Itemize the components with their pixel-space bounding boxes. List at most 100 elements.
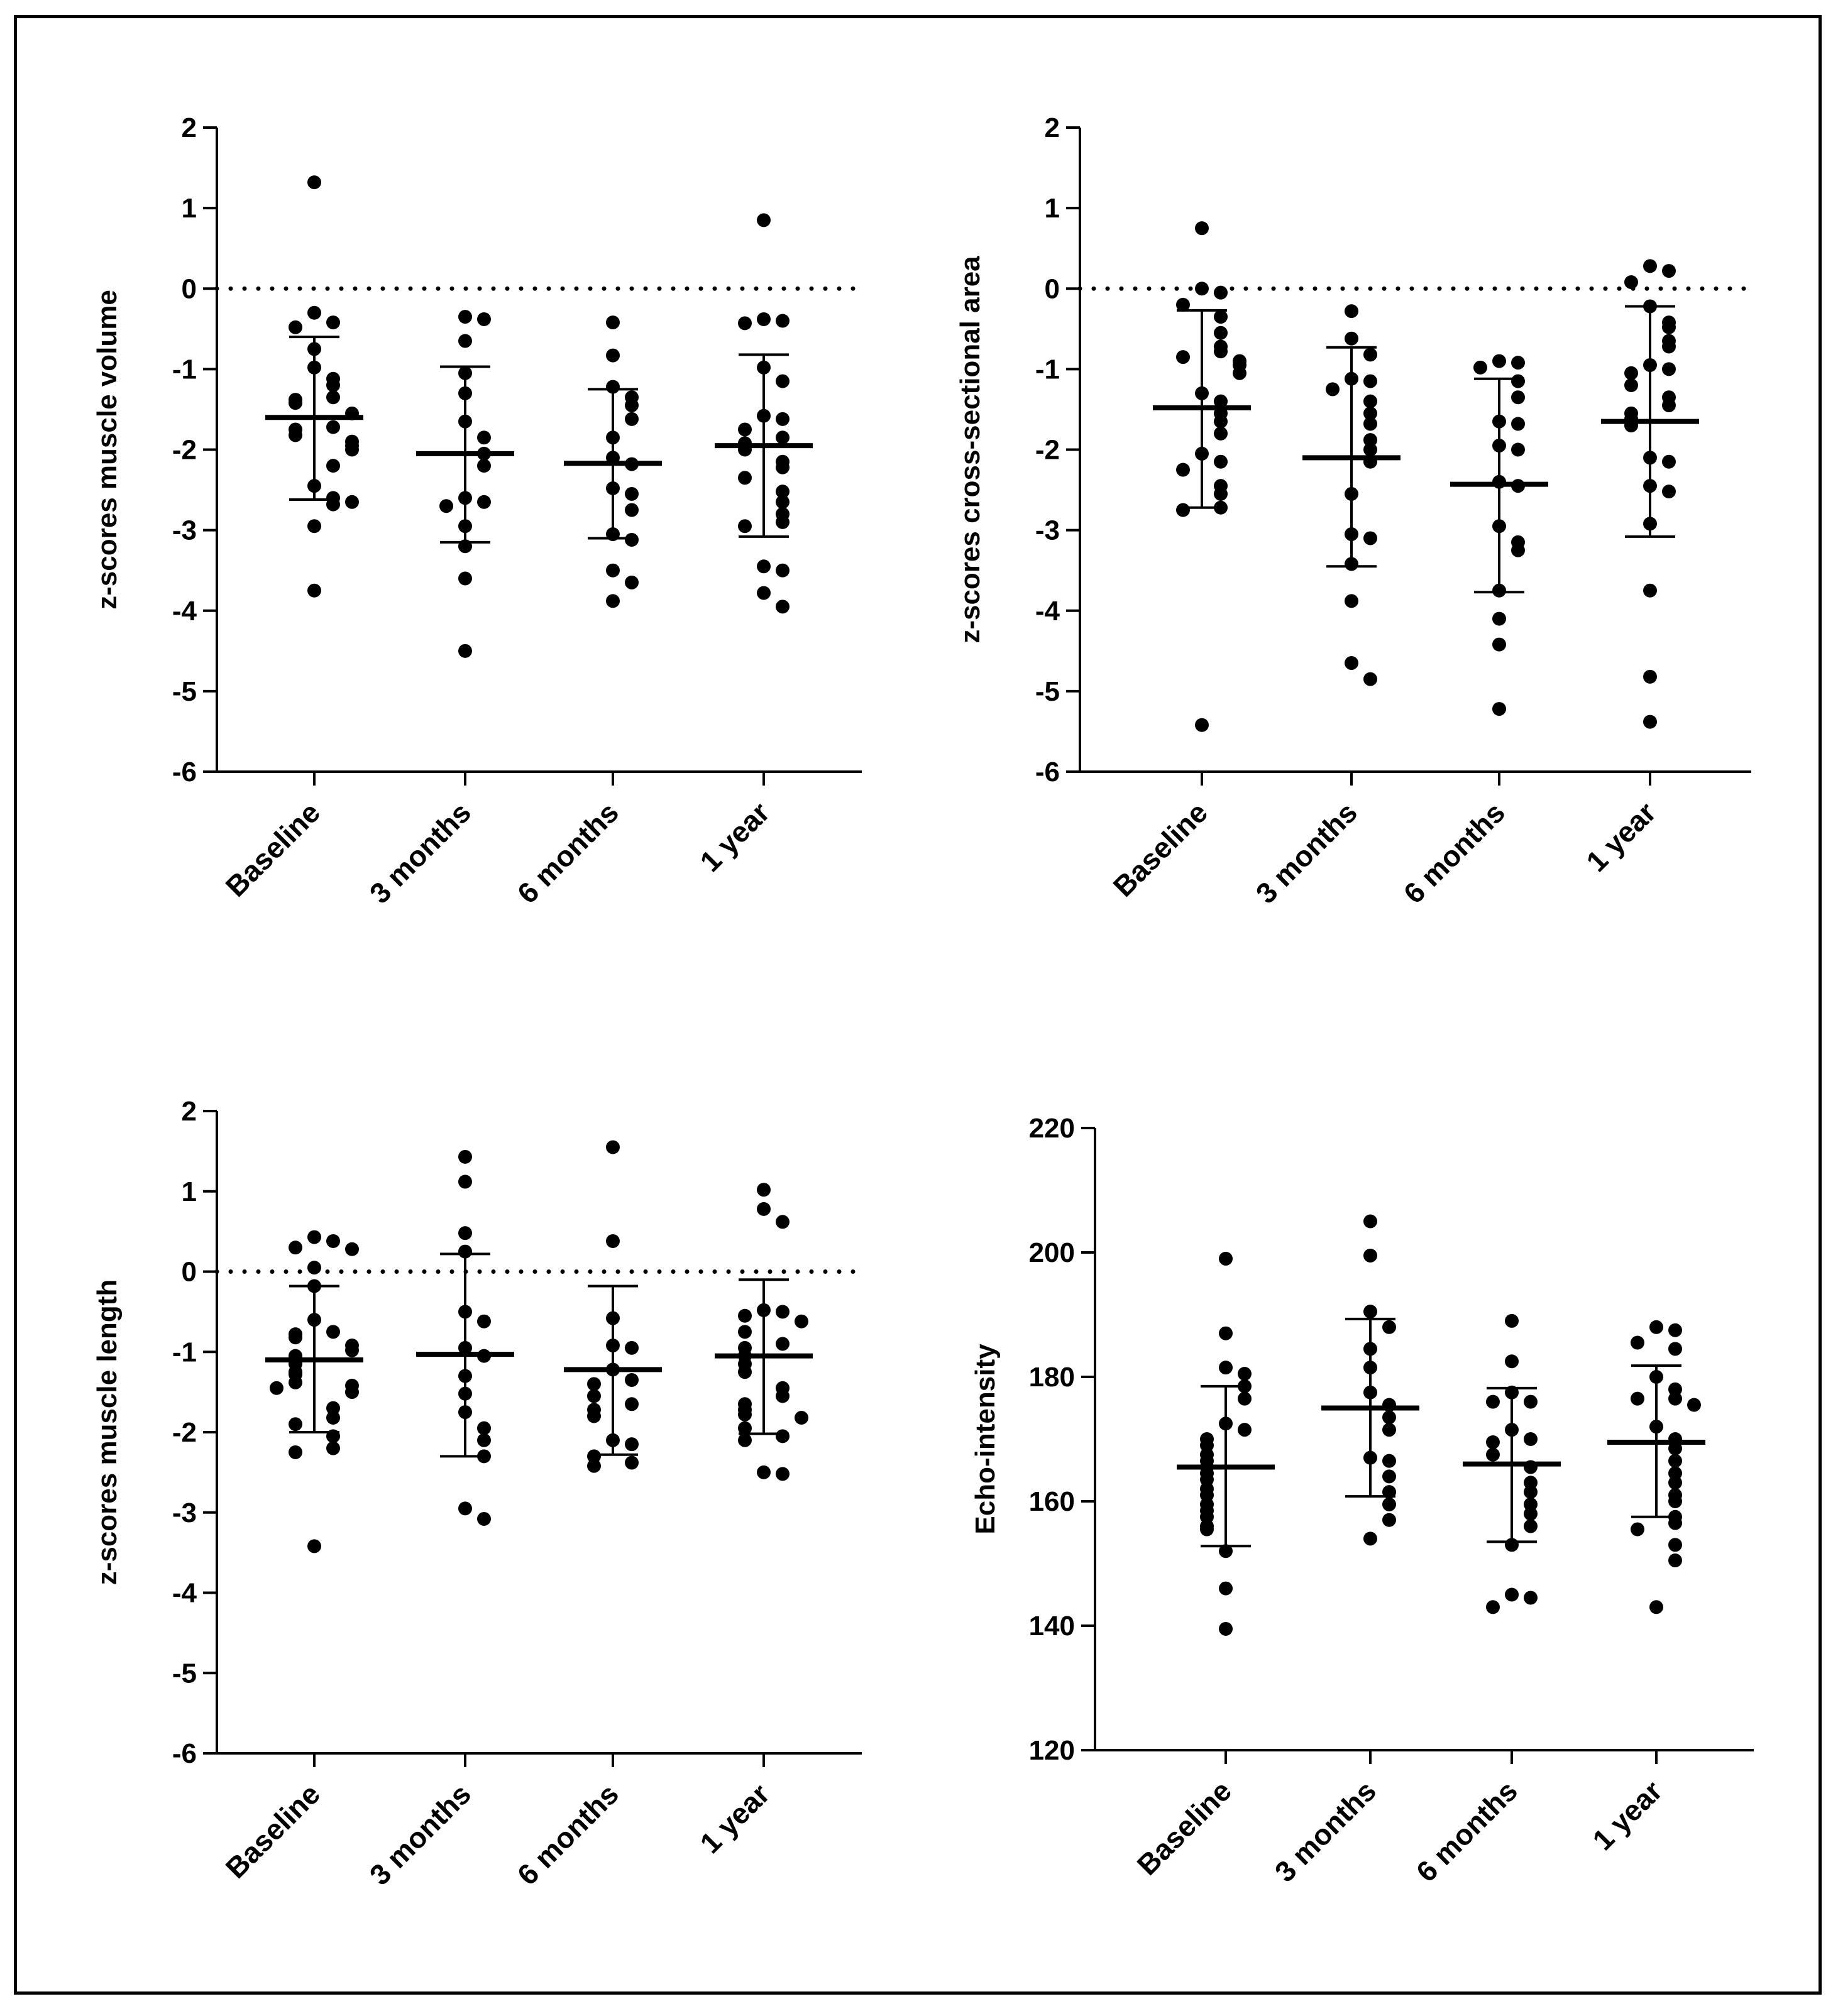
- data-point: [587, 1409, 601, 1423]
- data-point: [1662, 320, 1676, 334]
- data-point: [326, 1441, 340, 1455]
- y-tick-label: -2: [172, 435, 197, 466]
- data-point: [289, 1417, 302, 1432]
- data-point: [1668, 1441, 1682, 1455]
- data-point: [477, 495, 491, 509]
- data-point: [1511, 374, 1525, 388]
- data-point: [1624, 378, 1638, 392]
- data-point: [1511, 543, 1525, 557]
- data-point: [326, 378, 340, 392]
- data-point: [757, 1303, 771, 1317]
- data-point: [606, 1140, 620, 1154]
- data-point: [1511, 442, 1525, 457]
- data-point: [1200, 1522, 1214, 1537]
- data-point: [606, 315, 620, 330]
- data-point: [757, 1202, 771, 1216]
- x-tick-label: 6 months: [511, 1777, 625, 1891]
- data-point: [477, 1421, 491, 1435]
- data-point: [625, 575, 639, 589]
- data-point: [1214, 426, 1228, 441]
- data-point: [1363, 672, 1377, 686]
- data-point: [458, 1244, 472, 1259]
- data-point: [1363, 1531, 1377, 1546]
- data-point: [1195, 446, 1209, 461]
- data-point: [1363, 1450, 1377, 1465]
- data-point: [345, 1385, 359, 1400]
- data-point: [776, 563, 790, 578]
- y-tick-label: -2: [172, 1417, 197, 1448]
- data-point: [1662, 362, 1676, 376]
- data-point: [1492, 439, 1506, 453]
- x-tick-label: 6 months: [1397, 796, 1511, 909]
- y-tick-label: 220: [1029, 1113, 1075, 1144]
- series-1-year: [715, 213, 813, 614]
- data-point: [625, 1372, 639, 1387]
- data-point: [1363, 1385, 1377, 1400]
- data-point: [738, 316, 752, 331]
- y-tick-label: -1: [1035, 354, 1060, 385]
- data-point: [1649, 1370, 1663, 1384]
- data-point: [1643, 669, 1657, 684]
- data-point: [795, 1314, 808, 1328]
- series-6-months: [1463, 1313, 1561, 1614]
- data-point: [757, 559, 771, 574]
- data-point: [795, 1411, 808, 1425]
- data-point: [776, 460, 790, 474]
- y-tick-label: -3: [1035, 515, 1060, 546]
- y-tick-label: 2: [182, 112, 197, 143]
- data-point: [1219, 1621, 1233, 1636]
- y-tick-label: 1: [182, 1176, 197, 1207]
- data-point: [625, 503, 639, 517]
- x-tick-label: Baseline: [1131, 1774, 1238, 1882]
- data-point: [307, 1230, 321, 1244]
- data-point: [1214, 310, 1228, 324]
- data-point: [326, 1234, 340, 1248]
- data-point: [1668, 1494, 1682, 1508]
- data-point: [1662, 339, 1676, 354]
- series-3-months: [1321, 1214, 1419, 1546]
- data-point: [1176, 503, 1190, 517]
- data-point: [1492, 583, 1506, 598]
- y-axis-title: z-scores cross-sectional area: [955, 256, 986, 644]
- data-point: [458, 1386, 472, 1401]
- data-point: [606, 1234, 620, 1248]
- data-point: [477, 312, 491, 326]
- y-axis-title: z-scores muscle volume: [92, 290, 123, 610]
- data-point: [1492, 702, 1506, 716]
- data-point: [477, 1314, 491, 1328]
- data-point: [289, 1330, 302, 1345]
- data-point: [307, 175, 321, 190]
- data-point: [1524, 1432, 1538, 1446]
- data-point: [326, 459, 340, 473]
- data-point: [625, 412, 639, 426]
- data-point: [458, 334, 472, 348]
- data-point: [1505, 1313, 1519, 1328]
- data-point: [1219, 1416, 1233, 1431]
- data-point: [1238, 1367, 1252, 1381]
- chart-panel-3: 2 1 0 -1 -2 -3 -4 -5 -6 Baseline 3 months 6 months 1…: [92, 1096, 864, 1892]
- data-point: [1345, 557, 1358, 571]
- data-point: [1363, 1305, 1377, 1319]
- data-point: [1643, 299, 1657, 314]
- data-point: [1643, 451, 1657, 465]
- data-point: [625, 1340, 639, 1355]
- x-tick-label: 3 months: [1268, 1774, 1382, 1888]
- data-point: [1524, 1591, 1538, 1605]
- data-point: [1195, 386, 1209, 400]
- data-point: [1505, 1423, 1519, 1437]
- y-tick-label: 2: [1045, 112, 1060, 143]
- data-point: [326, 1411, 340, 1425]
- data-point: [587, 1377, 601, 1391]
- data-point: [776, 1429, 790, 1444]
- data-point: [1511, 390, 1525, 405]
- data-point: [1326, 382, 1340, 397]
- data-point: [345, 1343, 359, 1357]
- data-point: [307, 1313, 321, 1327]
- data-point: [1345, 304, 1358, 319]
- y-tick-label: -6: [172, 1738, 197, 1769]
- data-point: [458, 366, 472, 380]
- data-point: [458, 519, 472, 534]
- data-point: [1668, 1454, 1682, 1468]
- y-tick-label: -5: [1035, 676, 1060, 707]
- series-1-year: [1607, 1320, 1705, 1614]
